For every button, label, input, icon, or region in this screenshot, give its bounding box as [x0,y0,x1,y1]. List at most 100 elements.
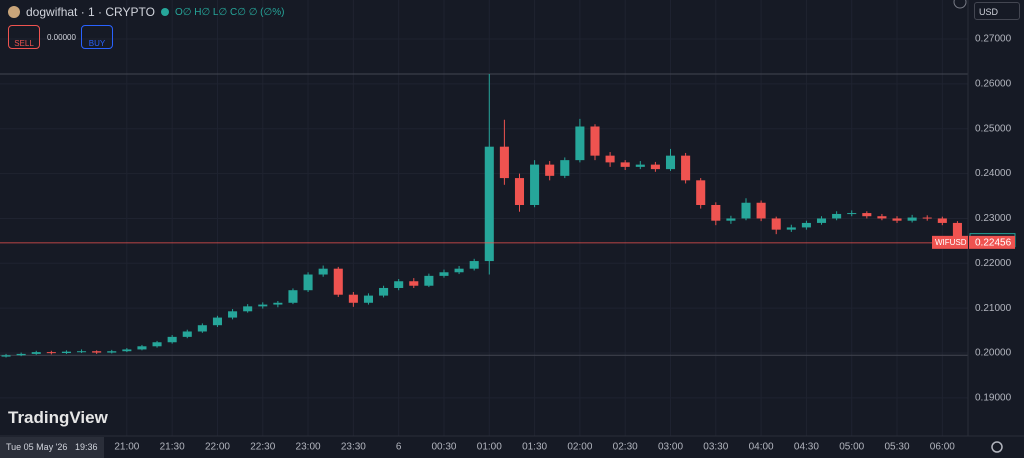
x-tick-label: 01:30 [522,442,547,453]
candle-body [665,155,676,170]
candle-body [167,336,177,343]
candle-body [590,126,600,156]
screenshot-icon[interactable] [953,0,967,9]
candle-body [877,216,887,219]
candle-body [379,287,389,296]
y-tick-label: 0.22000 [975,258,1012,269]
candle-body [575,126,585,161]
symbol-title[interactable]: dogwifhat · 1 · CRYPTO [26,5,155,19]
candle-body [273,302,283,305]
y-tick-label: 0.21000 [975,303,1012,314]
settings-icon[interactable] [991,441,1003,453]
candle-body [318,268,328,275]
last-price-label: 0.22456 [975,237,1012,248]
symbol-header: dogwifhat · 1 · CRYPTO O∅ H∅ L∅ C∅ ∅ (∅%… [8,5,284,19]
x-tick-label: 01:00 [477,442,502,453]
x-tick-label: 05:30 [885,442,910,453]
candle-body [424,275,434,286]
x-tick-label: 21:00 [114,442,139,453]
x-tick-label: 22:30 [250,442,275,453]
status-dot [160,8,169,16]
candle-body [454,268,464,273]
y-tick-label: 0.24000 [975,168,1012,179]
candle-body [741,202,751,219]
candle-body [952,222,962,243]
candle-body [152,342,162,347]
candle-body [847,213,857,215]
candle-body [31,352,41,354]
candle-body [514,178,525,205]
candle-body [439,272,449,276]
candle-body [711,204,721,221]
candle-body [16,353,26,356]
ohlc-values: O∅ H∅ L∅ C∅ ∅ (∅%) [174,6,285,18]
candle-body [922,217,932,219]
last-name-label: WIFUSD [935,238,967,247]
x-tick-label: 22:00 [205,442,230,453]
y-tick-label: 0.20000 [975,348,1012,359]
candle-body [197,325,207,332]
candle-body [907,217,917,221]
time: 19:36 [74,442,98,452]
x-tick-label: 05:00 [839,442,864,453]
plot-layer [0,0,968,436]
date: Tue 05 May '26 [6,442,68,452]
candle-body [862,213,872,217]
candle-body [560,160,570,176]
candle-body [786,227,796,230]
last-name-box [932,235,968,249]
candle-body [228,311,238,318]
buy-button[interactable]: BUY [81,25,113,49]
candle-body [892,218,902,221]
candle-body [77,351,87,353]
candle-body [46,352,56,354]
candle-body [1,355,11,357]
candle-body [122,349,132,352]
x-tick-label: 23:00 [296,442,321,453]
x-tick-label: 03:00 [658,442,683,453]
candle-body [620,162,630,167]
candle-body [107,351,117,353]
currency-select[interactable]: USD [974,2,1020,20]
spread: 0.00000 [47,33,76,42]
x-tick-label: 06:00 [930,442,955,453]
candle-body [696,180,706,205]
candle-body [650,164,660,170]
x-tick-label: 02:30 [613,442,638,453]
sell-button[interactable]: SELL [8,25,40,49]
x-tick-label: 03:30 [703,442,728,453]
candle-body [409,281,419,286]
candle-body [756,202,766,219]
x-tick-label: 00:30 [431,442,456,453]
last-price-box [969,235,1015,249]
candle-body [801,222,811,228]
candle-body [243,306,253,312]
candle-body [258,304,268,307]
candle-body [363,295,374,303]
x-tick-label: 02:00 [567,442,592,453]
candle-body [635,164,645,167]
candle-body [816,218,827,223]
x-tick-label: 23:30 [341,442,366,453]
logo: TradingView [8,408,108,427]
candle-body [545,164,555,176]
candle-body [484,146,494,262]
candle-body [348,294,358,303]
candle-body [182,331,192,337]
x-tick-label: 6 [396,442,402,453]
candle-body [288,290,298,303]
candle-body [530,164,540,205]
x-tick-label: 04:30 [794,442,819,453]
y-tick-label: 0.19000 [975,393,1012,404]
candle-body [303,274,313,291]
candle-body [605,155,615,163]
candle-body [394,281,404,288]
y-tick-label: 0.27000 [975,34,1012,45]
candle-body [469,261,479,269]
y-tick-label: 0.25000 [975,123,1012,134]
candle-body [726,218,736,221]
candle-body [937,218,947,223]
candle-body [832,213,842,219]
